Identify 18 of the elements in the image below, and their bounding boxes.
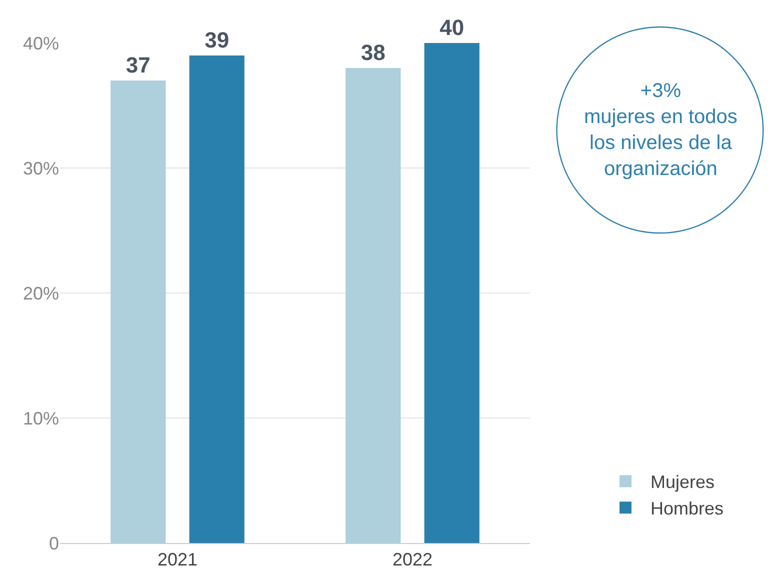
data-label: 37 — [126, 52, 150, 78]
text: +3% mujeres en todos los niveles de la organización — [584, 80, 738, 180]
x-tick-label: 2021 — [157, 550, 198, 570]
y-tick-label: 0 — [48, 533, 59, 554]
data-label: 39 — [204, 28, 230, 52]
y-tick-label: 10% — [22, 408, 59, 428]
y-tick-label: 20% — [22, 283, 59, 304]
bar — [424, 43, 480, 543]
x-tick-label: 2022 — [392, 550, 433, 570]
y-tick-label: 40% — [22, 33, 59, 54]
bar — [346, 68, 401, 543]
y-tick-label: 30% — [22, 158, 59, 178]
bar — [189, 56, 244, 543]
data-label: 38 — [360, 40, 386, 65]
bar — [110, 80, 166, 543]
data-label: 40 — [440, 15, 464, 40]
legend-label: Mujeres — [650, 472, 715, 492]
legend-label: Hombres — [650, 498, 724, 519]
